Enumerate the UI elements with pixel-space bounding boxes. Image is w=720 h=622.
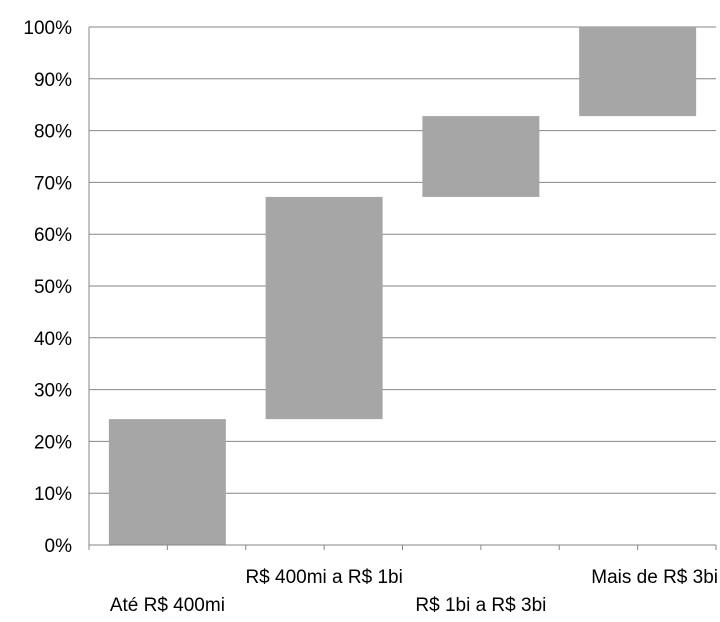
y-tick-label: 50% <box>34 277 72 298</box>
x-category-label: R$ 400mi a R$ 1bi <box>245 567 402 588</box>
y-tick-label: 20% <box>34 432 72 453</box>
bar <box>579 27 697 117</box>
y-tick-label: 100% <box>23 18 72 39</box>
y-tick-label: 70% <box>34 173 72 194</box>
x-category-label: Mais de R$ 3bi <box>591 567 718 588</box>
y-tick-label: 40% <box>34 329 72 350</box>
bar <box>422 116 540 197</box>
y-tick-label: 90% <box>34 70 72 91</box>
y-tick-label: 30% <box>34 381 72 402</box>
x-category-label: R$ 1bi a R$ 3bi <box>415 595 546 616</box>
y-tick-label: 80% <box>34 122 72 143</box>
bar <box>265 196 383 420</box>
y-tick-labels: 0% 10% 20% 30% 40% 50% 60% 70% 80% 90% 100% <box>23 18 72 557</box>
bars <box>108 27 697 545</box>
bar <box>108 419 226 545</box>
x-category-label: Até R$ 400mi <box>110 595 225 616</box>
y-tick-label: 0% <box>45 536 73 557</box>
y-tick-label: 60% <box>34 225 72 246</box>
y-tick-label: 10% <box>34 484 72 505</box>
axes <box>88 27 717 550</box>
x-category-labels: Até R$ 400mi R$ 400mi a R$ 1bi R$ 1bi a R$… <box>110 567 718 616</box>
